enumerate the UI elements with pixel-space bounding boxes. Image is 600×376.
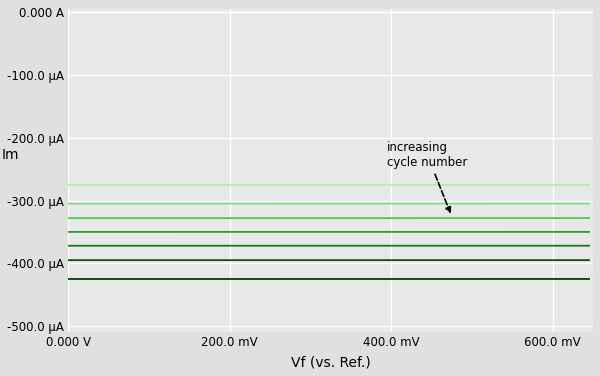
Y-axis label: Im: Im xyxy=(2,147,19,162)
X-axis label: Vf (vs. Ref.): Vf (vs. Ref.) xyxy=(291,355,370,369)
Text: increasing
cycle number: increasing cycle number xyxy=(387,141,467,212)
